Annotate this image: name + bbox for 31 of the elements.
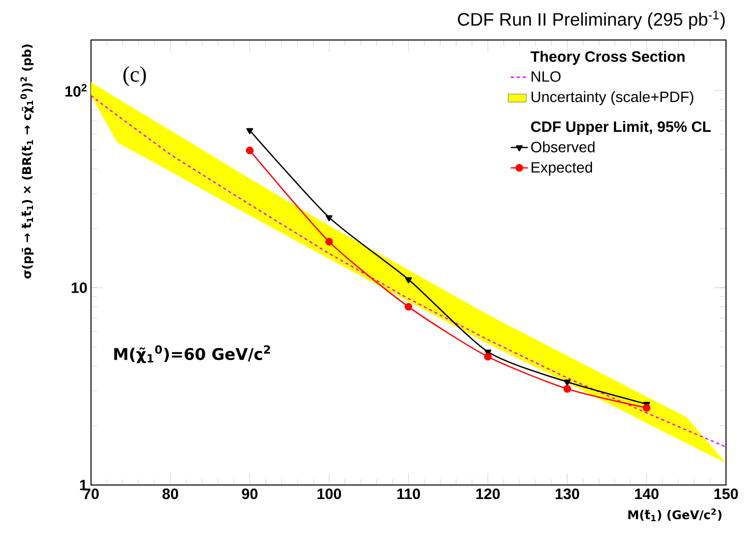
annotation: Uncertainty (scale+PDF)	[532, 91, 694, 106]
annotation: M(χ̃$_{1}$$^{0}$)=60 GeV/c$^{2}$	[114, 345, 270, 364]
chart-title: CDF Run II Preliminary (295 pb$^{-1}$)	[458, 10, 725, 30]
text: σ(pp̄ → t̃$_{1}$t̃̄$_{1}$) × (BR(t̃$_{1}$ → cχ̃$_{1}$$^{0}$))$^{2}$ (pb)	[20, 44, 34, 278]
point	[563, 385, 572, 393]
x-tick-label: 120	[476, 488, 500, 500]
point	[405, 277, 412, 284]
point	[642, 404, 650, 412]
x-tick-label: 100	[318, 488, 342, 500]
x-tick-label: 110	[397, 488, 420, 500]
y-tick-label: 10	[72, 282, 87, 293]
point	[404, 302, 412, 311]
x-tick-label: 130	[556, 488, 580, 500]
x-tick-label: 150	[714, 488, 738, 500]
annotation: Theory Cross Section	[530, 50, 685, 65]
x-tick-label: 140	[635, 488, 659, 500]
y-tick-label: 10$^{2}$	[65, 84, 87, 97]
point	[326, 215, 333, 222]
x-tick-label: 80	[162, 488, 178, 500]
legend-label: Expected	[532, 162, 592, 176]
legend-label: NLO	[532, 71, 561, 82]
point	[325, 238, 333, 246]
annotation: CDF Upper Limit, 95% CL	[531, 120, 711, 135]
point	[246, 128, 254, 134]
x-axis-title: M(t̃$_{1}$) (GeV/c$^{2}$)	[628, 508, 722, 522]
legend-label: Observed	[531, 141, 595, 152]
annotation: (c)	[123, 66, 146, 86]
point	[246, 146, 254, 154]
x-tick-label: 90	[242, 488, 258, 500]
point	[484, 352, 492, 361]
point	[564, 380, 571, 386]
